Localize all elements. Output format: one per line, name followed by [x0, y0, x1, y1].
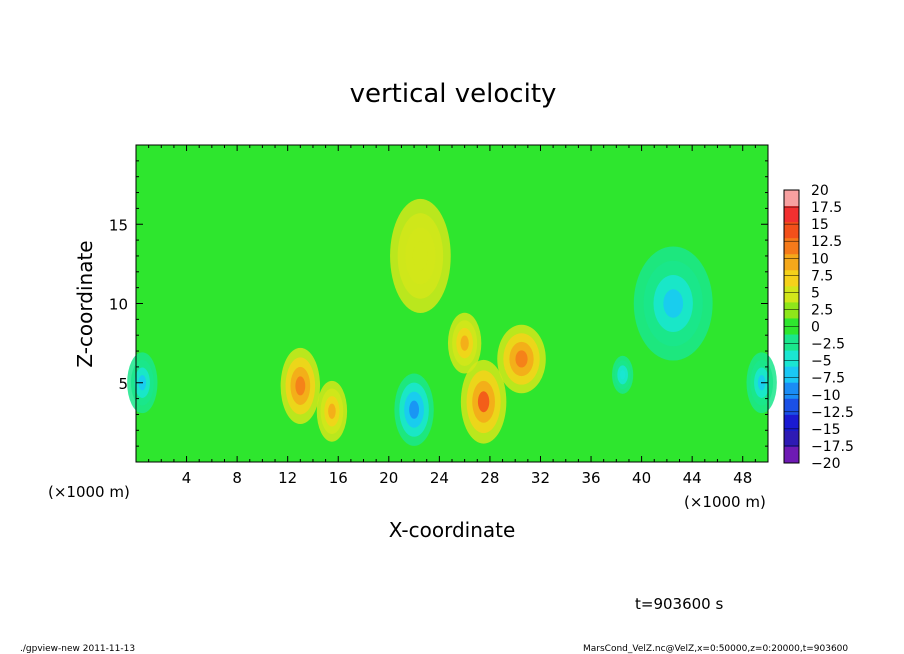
colorbar-swatch	[784, 238, 799, 255]
velocity-cell	[460, 335, 469, 351]
velocity-field	[127, 198, 777, 446]
footer-left: ./gpview-new 2011-11-13	[20, 644, 135, 654]
x-tick-label: 24	[430, 469, 449, 487]
colorbar-swatch	[784, 190, 799, 207]
footer-right: MarsCond_VelZ.nc@VelZ,x=0:50000,z=0:2000…	[583, 644, 848, 654]
colorbar-label: −17.5	[811, 439, 854, 455]
colorbar-swatch	[784, 398, 799, 416]
x-tick-label: 44	[683, 469, 702, 487]
colorbar-swatch	[784, 430, 799, 448]
colorbar-swatch	[784, 446, 799, 464]
colorbar-label: 5	[811, 285, 820, 301]
x-tick-label: 48	[733, 469, 752, 487]
colorbar-swatch	[784, 366, 799, 384]
colorbar-swatch	[784, 206, 799, 223]
colorbar-label: −7.5	[811, 371, 845, 387]
colorbar-label: −20	[811, 456, 841, 472]
colorbar-label: 2.5	[811, 302, 833, 318]
x-tick-label: 32	[531, 469, 550, 487]
colorbar-swatch	[784, 302, 799, 319]
y-tick-label: 15	[109, 216, 128, 234]
velocity-cell	[328, 403, 336, 419]
y-tick-label: 10	[109, 296, 128, 314]
y-axis-label: Z-coordinate	[73, 240, 97, 367]
colorbar-swatch	[784, 382, 799, 400]
colorbar-label: 15	[811, 217, 829, 233]
colorbar-label: 17.5	[811, 200, 842, 216]
velocity-cell	[619, 370, 626, 380]
colorbar-label: 7.5	[811, 268, 833, 284]
x-unit-left: (×1000 m)	[48, 483, 130, 501]
x-tick-label: 20	[379, 469, 398, 487]
colorbar-swatch	[784, 254, 799, 271]
colorbar-label: 12.5	[811, 234, 842, 250]
colorbar-label: −10	[811, 388, 841, 404]
heatmap-plot-area	[127, 144, 777, 463]
colorbar-label: −2.5	[811, 337, 845, 353]
x-tick-label: 36	[581, 469, 600, 487]
x-axis-ticks: 4 8 12 16 20 24 28 32 36 40 44 48	[148, 145, 756, 487]
chart-title: vertical velocity	[350, 79, 557, 109]
y-tick-label: 5	[118, 375, 128, 393]
velocity-cell	[409, 400, 420, 419]
colorbar-swatch	[784, 270, 799, 287]
colorbar-swatch	[784, 414, 799, 432]
colorbar-swatch	[784, 222, 799, 239]
velocity-cell	[663, 289, 684, 318]
colorbar-label: 20	[811, 183, 829, 199]
x-tick-label: 4	[182, 469, 192, 487]
colorbar-label: 10	[811, 251, 829, 267]
x-axis-label: X-coordinate	[389, 518, 516, 542]
x-unit-right: (×1000 m)	[684, 493, 766, 511]
x-tick-label: 40	[632, 469, 651, 487]
colorbar-swatch	[784, 350, 799, 368]
colorbar-swatch	[784, 334, 799, 352]
x-tick-label: 12	[278, 469, 297, 487]
time-label: t=903600 s	[635, 595, 723, 613]
x-tick-label: 16	[329, 469, 348, 487]
colorbar-label: −15	[811, 422, 841, 438]
velocity-cell	[412, 241, 428, 271]
velocity-cell	[515, 350, 528, 368]
velocity-cell	[477, 391, 490, 413]
x-tick-label: 28	[480, 469, 499, 487]
y-axis-ticks: 5 10 15	[109, 160, 768, 447]
colorbar-label: 0	[811, 320, 820, 336]
colorbar-swatch	[784, 286, 799, 303]
colorbar-label: −5	[811, 354, 832, 370]
x-tick-label: 8	[232, 469, 242, 487]
colorbar-label: −12.5	[811, 405, 854, 421]
velocity-cell	[295, 376, 306, 396]
